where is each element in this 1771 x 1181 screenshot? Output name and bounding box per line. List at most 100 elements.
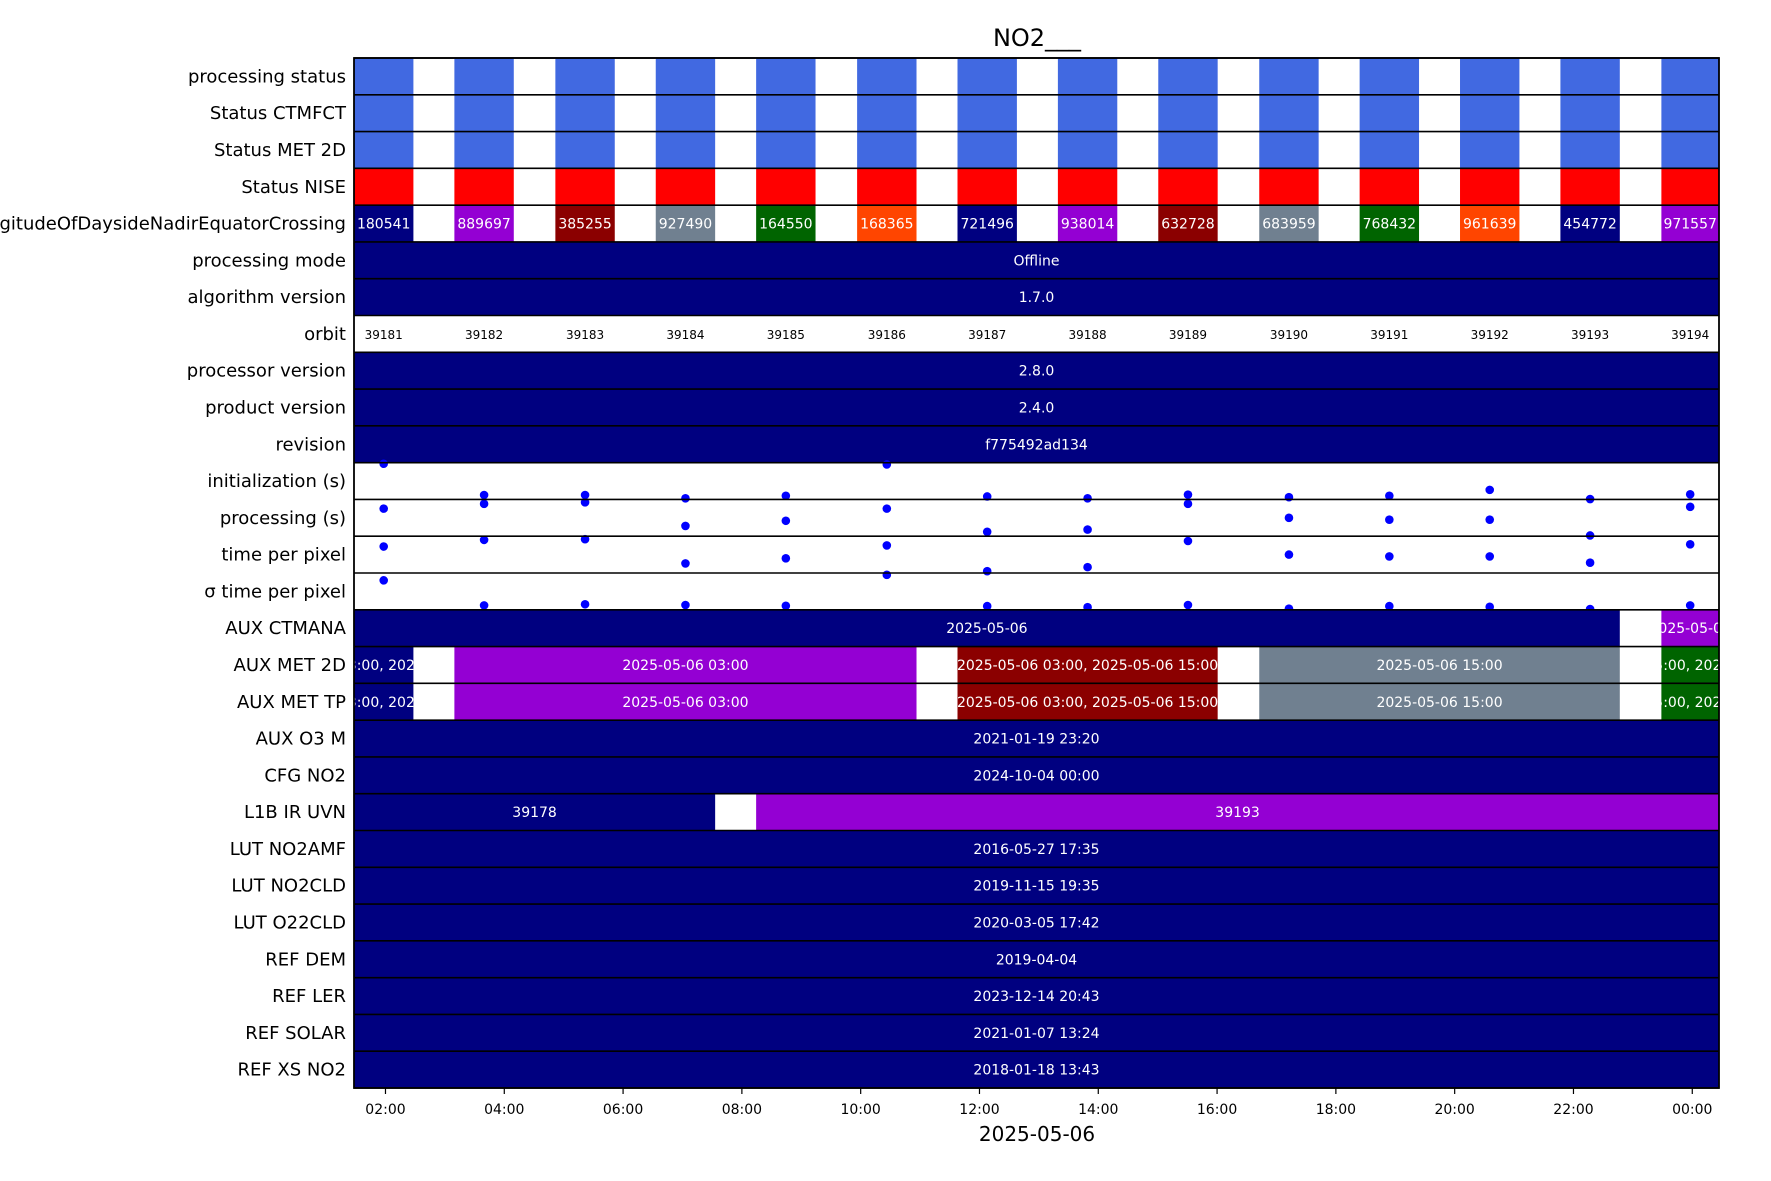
- segment-label: 2025-05-06 03:00, 2025-05-06 03:00: [253, 658, 514, 674]
- row-2: Status MET 2D: [214, 131, 1719, 169]
- segment-cell: [1661, 609, 1719, 647]
- status-cell: [857, 94, 917, 132]
- status-cell: [1057, 94, 1118, 132]
- row-label: L1B IR UVN: [244, 802, 346, 823]
- scatter-point: [479, 499, 489, 509]
- segment-cell: [354, 683, 414, 721]
- x-tick-label: 10:00: [840, 1102, 880, 1118]
- row-3: Status NISE: [241, 168, 1719, 206]
- scatter-point: [580, 490, 590, 500]
- status-cell: [1661, 168, 1719, 206]
- status-cell: [354, 94, 414, 132]
- orbit-value-cell: [354, 205, 414, 242]
- status-cell: [1158, 94, 1218, 132]
- status-cell: [1057, 168, 1118, 206]
- segment-label: 2025-05-06 15:00, 2025-05-07 03:00: [1560, 695, 1771, 711]
- orbit-value-cell: [756, 205, 816, 242]
- segment-cell: [1259, 646, 1620, 684]
- row-6: algorithm version 1.7.0: [187, 278, 1719, 316]
- status-cell: [857, 131, 917, 169]
- status-cell: [756, 58, 816, 95]
- scatter-point: [1385, 515, 1394, 524]
- x-axis-label: 2025-05-06: [979, 1122, 1095, 1146]
- orbit-value-label: 768432: [1363, 217, 1416, 233]
- segment-label: 2025-05-06 15:00: [1376, 658, 1502, 674]
- scatter-point: [681, 521, 690, 531]
- orbit-number: 39181: [365, 328, 403, 342]
- value-bar: [354, 1051, 1719, 1088]
- segment-label: 2025-05-06 03:00: [622, 695, 748, 711]
- status-cell: [957, 58, 1017, 95]
- x-tick-label: 06:00: [603, 1102, 643, 1118]
- orbit-value-cell: [857, 205, 917, 242]
- value-label: f775492ad134: [985, 437, 1088, 453]
- x-tick-label: 16:00: [1197, 1102, 1237, 1118]
- segment-label: 2025-05-06 03:00, 2025-05-06 15:00: [957, 658, 1218, 674]
- status-cell: [1158, 168, 1218, 206]
- orbit-number: 39189: [1169, 328, 1207, 342]
- x-tick-label: 02:00: [365, 1102, 405, 1118]
- orbit-number: 39192: [1471, 328, 1509, 342]
- value-label: 2024-10-04 00:00: [973, 768, 1099, 784]
- status-cell: [1661, 131, 1719, 169]
- scatter-point: [479, 490, 489, 500]
- scatter-point: [1685, 601, 1695, 610]
- row-label: LUT O22CLD: [233, 912, 346, 933]
- status-cell: [1460, 94, 1520, 132]
- row-24: REF DEM 2019-04-04: [265, 940, 1719, 978]
- row-21: LUT NO2AMF 2016-05-27 17:35: [230, 830, 1719, 868]
- scatter-point: [882, 570, 892, 580]
- status-cell: [655, 131, 716, 169]
- scatter-point: [982, 566, 992, 576]
- scatter-point: [681, 600, 690, 610]
- status-cell: [1057, 131, 1118, 169]
- segment-label: 2025-05-06 03:00: [622, 658, 748, 674]
- value-bar: [354, 720, 1719, 757]
- row-10: revision f775492ad134: [275, 425, 1719, 463]
- value-bar: [354, 1014, 1719, 1052]
- orbit-value-label: 961639: [1463, 217, 1516, 233]
- segment-label: 2025-05-06 15:00, 2025-05-07 03:00: [1560, 658, 1771, 674]
- scatter-point: [1183, 490, 1193, 499]
- value-label: Offline: [1014, 253, 1060, 269]
- status-cell: [655, 58, 716, 95]
- row-label: processing mode: [192, 250, 346, 271]
- x-tick-label: 20:00: [1434, 1102, 1474, 1118]
- scatter-point: [1183, 600, 1193, 610]
- scatter-point: [1685, 489, 1695, 499]
- orbit-value-cell: [454, 205, 514, 242]
- scatter-point: [1183, 499, 1193, 509]
- scatter-point: [1284, 550, 1294, 559]
- scatter-point: [982, 601, 992, 611]
- status-cell: [857, 58, 917, 95]
- row-label: processing (s): [220, 508, 346, 529]
- row-label: REF XS NO2: [237, 1060, 346, 1081]
- scatter-point: [379, 542, 388, 551]
- orbit-number: 39187: [968, 328, 1006, 342]
- status-cell: [1560, 58, 1620, 95]
- value-label: 2021-01-19 23:20: [973, 732, 1099, 748]
- orbit-value-cell: [1158, 205, 1218, 242]
- orbit-value-label: 721496: [960, 217, 1014, 233]
- x-tick-label: 12:00: [959, 1102, 999, 1118]
- status-cell: [1158, 58, 1218, 95]
- row-1: Status CTMFCT: [210, 94, 1719, 132]
- row-label: CFG NO2: [264, 765, 346, 786]
- orbit-value-cell: [1661, 205, 1719, 242]
- segment-label: 2025-05-06 15:00: [1376, 695, 1502, 711]
- status-cell: [756, 168, 816, 206]
- segment-cell: [454, 683, 917, 721]
- orbit-number: 39186: [868, 328, 906, 342]
- status-cell: [454, 58, 514, 95]
- value-bar: [354, 352, 1719, 390]
- row-label: REF LER: [272, 986, 346, 1007]
- scatter-point: [1485, 552, 1495, 561]
- scatter-point: [882, 541, 892, 550]
- status-cell: [1560, 94, 1620, 132]
- status-cell: [454, 131, 514, 169]
- row-8: processor version 2.8.0: [187, 352, 1719, 390]
- status-cell: [1359, 58, 1420, 95]
- segment-cell: [756, 793, 1719, 831]
